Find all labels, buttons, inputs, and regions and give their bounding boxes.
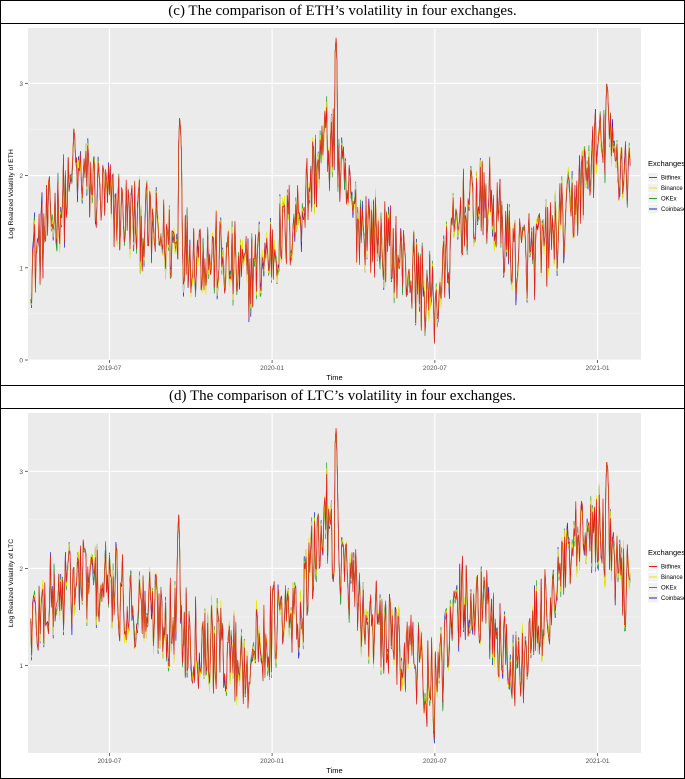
series-line-bitfinex xyxy=(30,428,631,739)
x-tick-label: 2021-01 xyxy=(586,365,610,372)
legend-label: Binance xyxy=(661,575,683,581)
legend-label: Bitfinex xyxy=(661,565,681,571)
panel-ltc: (d) The comparison of LTC’s volatility i… xyxy=(0,385,685,779)
series-line-bitfinex xyxy=(30,37,631,344)
eth-volatility-chart: 0 1 2 3 2019-07 2020-01 2020-07 2021-01 Time Log … xyxy=(8,28,684,382)
title-divider xyxy=(1,23,684,24)
x-tick-label: 2021-01 xyxy=(586,758,610,765)
legend-title: Exchanges xyxy=(648,159,684,168)
x-tick-label: 2020-01 xyxy=(260,365,284,372)
panel-eth: (c) The comparison of ETH’s volatility i… xyxy=(0,0,685,386)
x-tick-label: 2019-07 xyxy=(97,758,121,765)
x-axis-label: Time xyxy=(326,766,342,775)
y-tick-label: 1 xyxy=(19,265,23,272)
title-divider xyxy=(1,408,684,409)
x-axis-label: Time xyxy=(326,373,342,382)
y-tick-label: 2 xyxy=(19,173,23,180)
plot-background xyxy=(28,413,641,753)
x-tick-label: 2020-07 xyxy=(423,365,447,372)
y-axis-label: Log Realized Volatility of ETH xyxy=(8,149,15,239)
chart-title: (d) The comparison of LTC’s volatility i… xyxy=(168,388,516,404)
legend-label: OKEx xyxy=(661,586,677,592)
x-tick-label: 2019-07 xyxy=(97,365,121,372)
legend-label: Binance xyxy=(661,186,683,192)
y-tick-label: 2 xyxy=(19,566,23,573)
legend-label: Coinbase xyxy=(661,596,684,602)
chart-title: (c) The comparison of ETH’s volatility i… xyxy=(168,3,517,19)
x-tick-label: 2020-07 xyxy=(423,758,447,765)
y-tick-label: 0 xyxy=(19,358,23,365)
legend-label: Coinbase xyxy=(661,207,684,213)
ltc-volatility-chart: 1 2 3 2019-07 2020-01 2020-07 2021-01 Time Log R… xyxy=(8,413,684,775)
legend-title: Exchanges xyxy=(648,548,684,557)
legend-label: OKEx xyxy=(661,197,677,203)
x-tick-label: 2020-01 xyxy=(260,758,284,765)
legend-label: Bitfinex xyxy=(661,176,681,182)
y-tick-label: 1 xyxy=(19,663,23,670)
y-tick-label: 3 xyxy=(19,469,23,476)
y-tick-label: 3 xyxy=(19,81,23,88)
plot-background xyxy=(28,28,641,360)
y-axis-label: Log Realized Volatility of LTC xyxy=(8,539,15,627)
